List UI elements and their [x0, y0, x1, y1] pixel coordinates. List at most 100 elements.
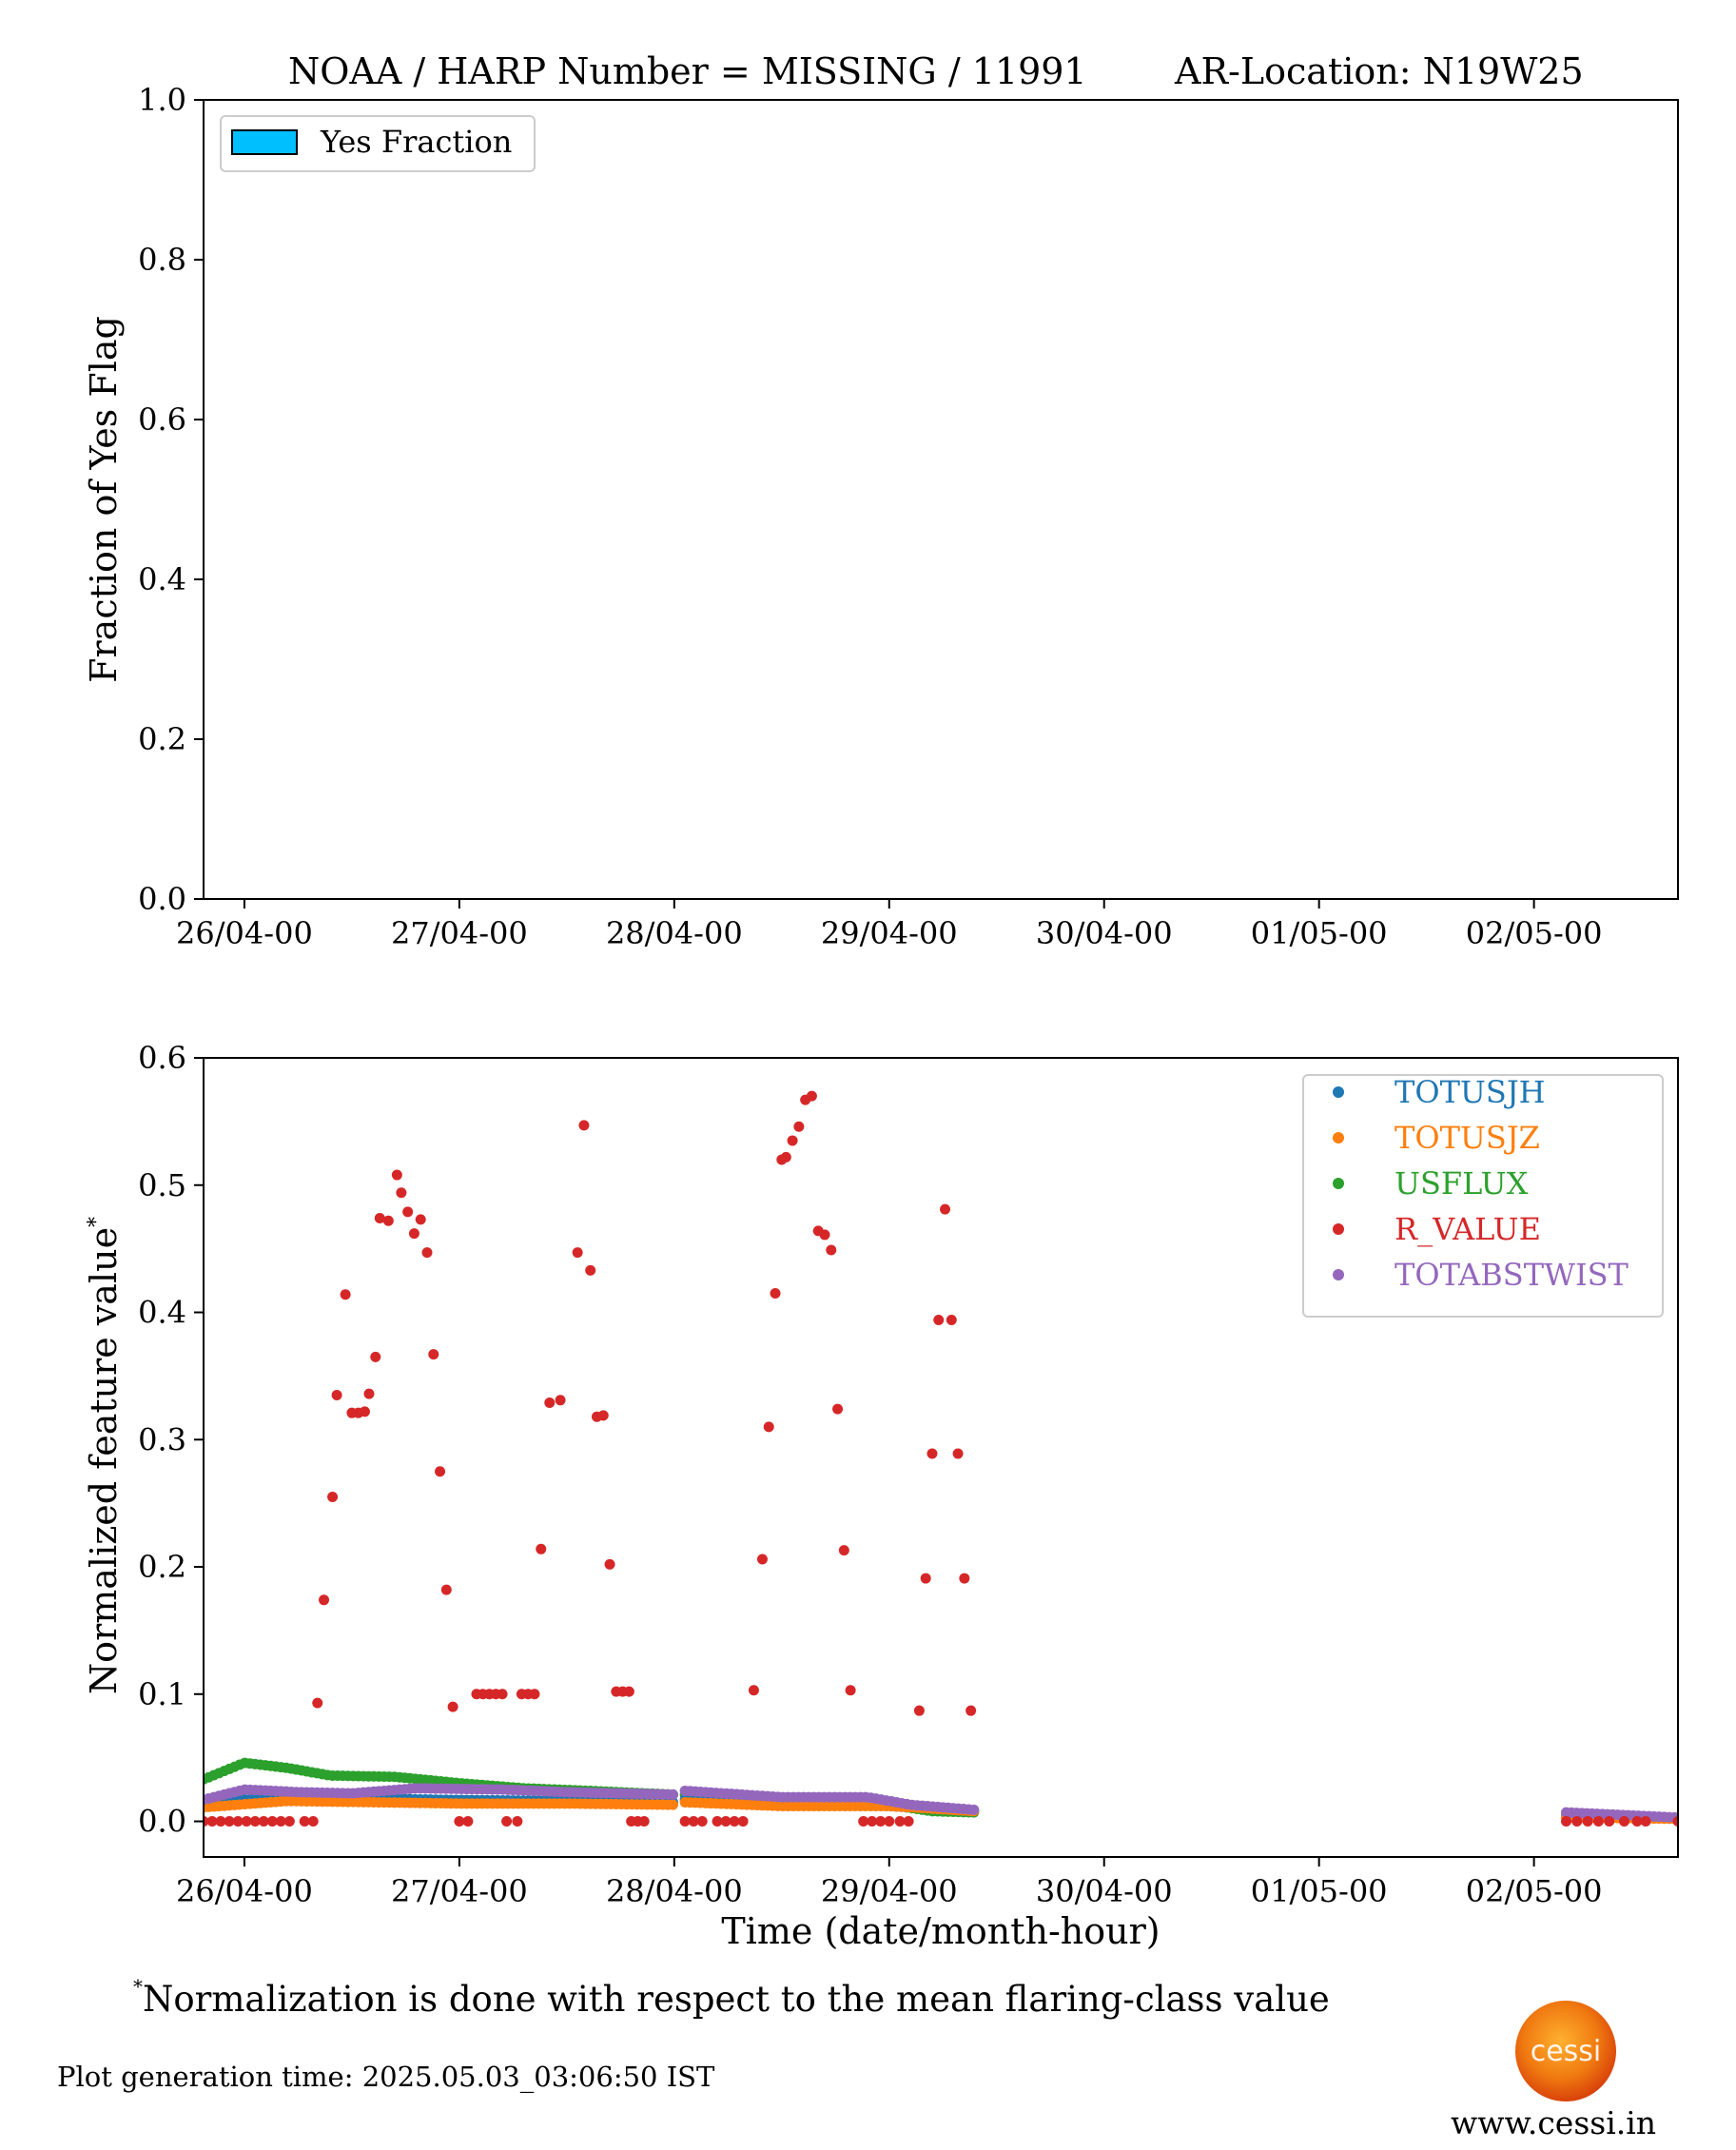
r-value-point: [780, 1151, 791, 1163]
bottom-legend-box: [1302, 1074, 1664, 1318]
top-x-tick-label: 29/04-00: [821, 915, 958, 951]
r-value-point: [688, 1816, 699, 1828]
bottom-panel: 0.0 0.1 0.2 0.3 0.4 0.5 0.6 26/04-00 27/04-00 28…: [83, 1040, 1679, 1952]
r-value-point: [258, 1816, 269, 1828]
r-value-point: [249, 1816, 261, 1828]
top-y-tick-label: 1.0: [138, 82, 186, 118]
bottom-y-axis-label: Normalized feature value*: [83, 1217, 125, 1694]
r-value-point: [806, 1090, 817, 1102]
totusjz-point: [667, 1799, 678, 1810]
r-value-point: [729, 1816, 740, 1828]
top-y-axis: 0.0 0.2 0.4 0.6 0.8 1.0: [138, 82, 204, 917]
r-value-point: [940, 1203, 951, 1215]
bottom-y-tick-label: 0.0: [138, 1804, 186, 1840]
legend-marker-usflux: [1333, 1178, 1344, 1189]
top-x-tick-label: 01/05-00: [1251, 915, 1388, 951]
r-value-point: [737, 1816, 749, 1828]
top-x-tick-label: 27/04-00: [391, 915, 528, 951]
r-value-point: [382, 1215, 394, 1226]
bottom-y-tick-label: 0.3: [138, 1421, 186, 1457]
r-value-point: [952, 1448, 964, 1459]
bottom-x-tick-label: 27/04-00: [391, 1873, 528, 1909]
r-value-point: [787, 1135, 798, 1146]
r-value-point: [206, 1816, 218, 1828]
normalization-footnote: *Normalization is done with respect to t…: [133, 1975, 1330, 2020]
r-value-point: [572, 1247, 583, 1259]
plot-generation-time: Plot generation time: 2025.05.03_03:06:5…: [57, 2061, 715, 2093]
top-x-tick-label: 26/04-00: [176, 915, 313, 951]
r-value-point: [819, 1229, 830, 1241]
bottom-legend: TOTUSJH TOTUSJZ USFLUX R_VALUE TOTABSTWIST: [1302, 1074, 1664, 1318]
r-value-point: [867, 1816, 878, 1828]
r-value-point: [838, 1545, 849, 1556]
legend-label-r-value: R_VALUE: [1395, 1211, 1541, 1247]
website-link[interactable]: www.cessi.in: [1451, 2104, 1657, 2141]
bottom-plot-frame: [203, 1057, 1679, 1858]
top-y-axis-label: Fraction of Yes Flag: [83, 316, 125, 683]
top-x-tick-label: 30/04-00: [1036, 915, 1173, 951]
r-value-point: [585, 1264, 596, 1276]
top-legend-box: [220, 115, 536, 172]
r-value-point: [793, 1121, 805, 1132]
top-legend: Yes Fraction: [220, 115, 536, 172]
r-value-point: [696, 1816, 708, 1828]
bottom-legend-items: TOTUSJH TOTUSJZ USFLUX R_VALUE TOTABSTWIST: [1333, 1074, 1629, 1293]
top-y-tick-label: 0.4: [138, 561, 186, 597]
r-value-point: [275, 1816, 286, 1828]
legend-marker-totusjz: [1333, 1132, 1344, 1143]
totabstwist-point: [968, 1804, 980, 1815]
r-value-point: [241, 1816, 252, 1828]
r-value-point: [421, 1247, 433, 1259]
top-x-axis: 26/04-00 27/04-00 28/04-00 29/04-00 30/04-00…: [176, 899, 1602, 951]
bottom-y-tick-label: 0.1: [138, 1676, 186, 1712]
r-value-point: [933, 1315, 945, 1326]
legend-marker-totabstwist: [1333, 1269, 1344, 1280]
r-value-point: [884, 1816, 895, 1828]
r-value-point: [763, 1421, 774, 1433]
top-y-tick-label: 0.8: [138, 242, 186, 278]
top-x-tick-label: 28/04-00: [606, 915, 743, 951]
r-value-point: [396, 1187, 407, 1199]
r-value-point: [720, 1816, 731, 1828]
bottom-x-axis-label: Time (date/month-hour): [721, 1910, 1160, 1952]
r-value-point: [913, 1705, 925, 1716]
r-value-point: [454, 1816, 465, 1828]
r-value-point: [903, 1816, 914, 1828]
top-plot-frame: [203, 99, 1679, 900]
legend-label-usflux: USFLUX: [1395, 1165, 1529, 1202]
ar-location-title: AR-Location: N19W25: [1174, 50, 1584, 92]
r-value-point: [327, 1491, 339, 1502]
bottom-y-tick-label: 0.2: [138, 1549, 186, 1585]
footnote-text: Normalization is done with respect to th…: [143, 1979, 1330, 2020]
chart-title: NOAA / HARP Number = MISSING / 11991: [288, 50, 1087, 92]
r-value-point: [555, 1395, 566, 1406]
r-value-point: [1619, 1816, 1630, 1828]
legend-label-yes-fraction: Yes Fraction: [320, 124, 512, 160]
bottom-x-tick-label: 28/04-00: [606, 1873, 743, 1909]
r-value-point: [435, 1466, 446, 1477]
r-value-point: [415, 1214, 426, 1225]
r-value-point: [966, 1705, 977, 1716]
top-y-tick-label: 0.2: [138, 721, 186, 757]
r-value-point: [1571, 1816, 1583, 1828]
ylabel-superscript: *: [85, 1217, 108, 1227]
r-value-point: [374, 1213, 385, 1224]
r-value-point: [370, 1351, 381, 1362]
r-value-point: [391, 1169, 402, 1181]
bottom-x-tick-label: 26/04-00: [176, 1873, 313, 1909]
r-value-point: [363, 1388, 375, 1399]
top-x-tick-label: 02/05-00: [1466, 915, 1603, 951]
r-value-point: [875, 1816, 887, 1828]
r-value-point: [845, 1685, 856, 1696]
r-value-point: [512, 1816, 523, 1828]
r-value-point: [283, 1816, 295, 1828]
r-value-point: [340, 1289, 351, 1300]
legend-marker-r-value: [1333, 1223, 1344, 1235]
r-value-point: [832, 1403, 844, 1415]
r-value-point: [858, 1816, 869, 1828]
legend-swatch-yes-fraction: [231, 129, 298, 155]
legend-label-totusjz: TOTUSJZ: [1395, 1120, 1540, 1156]
r-value-point: [408, 1228, 419, 1240]
r-value-point: [1640, 1816, 1651, 1828]
